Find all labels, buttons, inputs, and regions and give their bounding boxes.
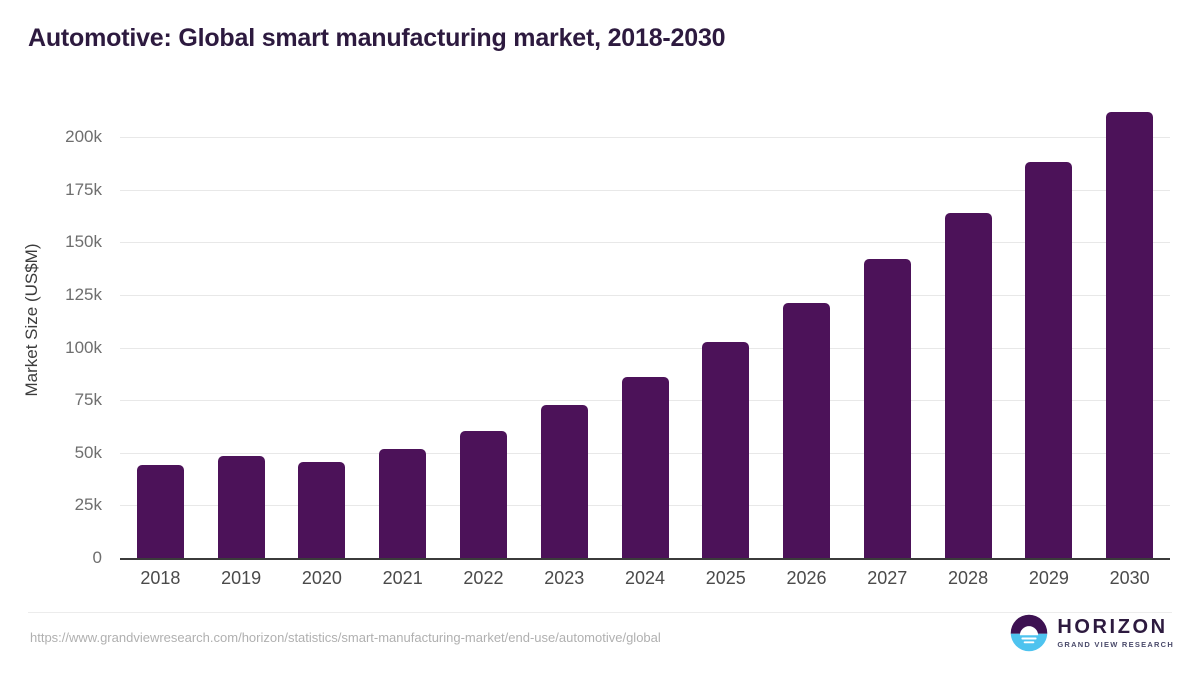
bar-2020[interactable] <box>298 462 346 558</box>
y-axis-tick-label: 0 <box>92 548 102 567</box>
horizon-logo[interactable]: HORIZON GRAND VIEW RESEARCH <box>1010 614 1174 652</box>
gridline <box>120 242 1170 244</box>
gridline <box>120 347 1170 349</box>
bar-2026[interactable] <box>783 303 831 558</box>
y-axis-ticks: 0 25k 50k 75k 100k 125k 150k 175k 200k <box>0 0 120 675</box>
x-axis-tick-label: 2024 <box>624 568 666 588</box>
x-axis-tick-label: 2020 <box>301 568 342 588</box>
bar-2021[interactable] <box>379 448 427 558</box>
logo-wordmark: HORIZON <box>1057 616 1168 639</box>
x-axis-tick-label: 2028 <box>948 568 989 588</box>
bar-2024[interactable] <box>621 376 669 558</box>
bar-2030[interactable] <box>1106 111 1154 558</box>
bar-2018[interactable] <box>136 465 184 558</box>
x-axis-ticks: 2018 2019 2020 2021 2022 2023 2024 2025 2026 2027… <box>120 568 1170 598</box>
gridline <box>120 189 1170 191</box>
logo-subtitle: GRAND VIEW RESEARCH <box>1057 640 1174 650</box>
x-axis-tick-label: 2026 <box>786 568 827 588</box>
x-axis-tick-label: 2029 <box>1028 568 1069 588</box>
x-axis-tick-label: 2027 <box>867 568 908 588</box>
y-axis-tick-label: 50k <box>74 442 102 462</box>
y-axis-tick-label: 100k <box>65 337 102 357</box>
y-axis-tick-label: 75k <box>74 390 102 410</box>
bar-2023[interactable] <box>540 405 588 558</box>
y-axis-tick-label: 175k <box>65 179 102 199</box>
x-axis-tick-label: 2022 <box>463 568 504 588</box>
x-axis-tick-label: 2025 <box>705 568 746 588</box>
horizon-mark-icon <box>1011 614 1048 652</box>
logo-text: HORIZON GRAND VIEW RESEARCH <box>1057 617 1174 649</box>
bar-2019[interactable] <box>217 455 265 558</box>
y-axis-tick-label: 25k <box>74 495 102 515</box>
x-axis-line <box>120 558 1170 560</box>
x-axis-tick-label: 2018 <box>140 568 181 588</box>
y-axis-tick-label: 125k <box>65 284 102 304</box>
y-axis-tick-label: 200k <box>65 127 102 146</box>
plot-area <box>120 111 1170 558</box>
x-axis-tick-label: 2023 <box>544 568 585 588</box>
footer-divider <box>28 612 1172 613</box>
y-axis-tick-label: 150k <box>65 232 102 252</box>
bar-2022[interactable] <box>459 430 507 558</box>
x-axis-tick-label: 2030 <box>1109 568 1150 588</box>
gridline <box>120 137 1170 138</box>
x-axis-tick-label: 2019 <box>221 568 262 588</box>
bar-2025[interactable] <box>702 342 750 558</box>
bar-2029[interactable] <box>1025 162 1073 558</box>
source-url[interactable]: https://www.grandviewresearch.com/horizo… <box>30 630 661 645</box>
bar-2027[interactable] <box>863 259 911 558</box>
gridline <box>120 294 1170 296</box>
x-axis-tick-label: 2021 <box>382 568 423 588</box>
page-title: Automotive: Global smart manufacturing m… <box>28 24 726 52</box>
y-axis-title: Market Size (US$M) <box>22 243 41 397</box>
bar-2028[interactable] <box>944 212 992 558</box>
